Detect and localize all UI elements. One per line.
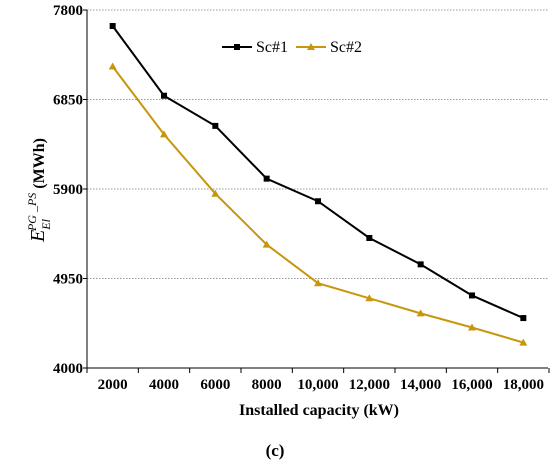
series-group bbox=[108, 23, 528, 346]
x-axis-label: Installed capacity (kW) bbox=[239, 402, 399, 419]
data-point bbox=[314, 279, 322, 287]
data-point bbox=[109, 23, 116, 30]
y-tick-label: 6850 bbox=[53, 93, 83, 109]
series-line bbox=[111, 65, 524, 344]
y-label-base: E bbox=[27, 230, 49, 243]
series-1 bbox=[109, 23, 527, 322]
data-point bbox=[263, 175, 270, 182]
legend-marker bbox=[234, 44, 240, 50]
grid-lines bbox=[87, 9, 548, 279]
legend: Sc#1 Sc#2 bbox=[222, 39, 362, 56]
data-point bbox=[417, 261, 424, 268]
y-tick-label: 5900 bbox=[53, 182, 83, 198]
legend-label: Sc#1 bbox=[256, 39, 288, 56]
y-tick-label: 4000 bbox=[53, 361, 83, 377]
y-tick-labels: 4000 4950 5900 6850 7800 bbox=[53, 3, 83, 377]
data-point bbox=[211, 189, 220, 197]
data-point bbox=[469, 292, 475, 299]
y-label-unit: (MWh) bbox=[31, 138, 48, 189]
svg-text:EElPG _PS(MWh): EElPG _PS (MWh) bbox=[25, 138, 53, 243]
y-label-sub: El bbox=[39, 218, 53, 230]
data-point bbox=[315, 198, 321, 205]
x-tick-label: 4000 bbox=[149, 377, 179, 393]
data-point bbox=[520, 315, 527, 322]
data-point bbox=[108, 62, 117, 70]
data-point bbox=[366, 234, 373, 241]
legend-item-2: Sc#2 bbox=[296, 39, 362, 56]
data-point bbox=[212, 122, 219, 129]
data-point bbox=[416, 309, 425, 317]
data-point bbox=[160, 130, 168, 138]
series-2 bbox=[108, 62, 528, 346]
x-tick-label: 6000 bbox=[200, 377, 230, 393]
legend-item-1: Sc#1 bbox=[222, 39, 288, 56]
x-tick-label: 12,000 bbox=[349, 377, 390, 393]
y-tick-label: 4950 bbox=[53, 272, 83, 288]
data-point bbox=[468, 323, 476, 331]
x-tick-label: 10,000 bbox=[297, 377, 338, 393]
legend-marker bbox=[307, 43, 315, 50]
x-tick-labels: 2000 4000 6000 8000 10,000 12,000 14,000 16,000… bbox=[98, 377, 544, 393]
y-label-sup: PG _PS bbox=[25, 193, 39, 232]
figure-caption: (c) bbox=[266, 441, 285, 460]
y-tick-label: 7800 bbox=[53, 3, 83, 19]
y-axis-label: EElPG _PS (MWh) bbox=[25, 138, 53, 243]
legend-label: Sc#2 bbox=[330, 39, 362, 56]
data-point bbox=[161, 92, 167, 99]
x-tick-label: 18,000 bbox=[503, 377, 544, 393]
data-point bbox=[519, 338, 528, 346]
x-tick-label: 8000 bbox=[252, 377, 282, 393]
series-line bbox=[111, 25, 524, 319]
axes bbox=[83, 9, 550, 373]
x-tick-label: 16,000 bbox=[451, 377, 492, 393]
x-tick-label: 14,000 bbox=[400, 377, 441, 393]
data-point bbox=[365, 294, 374, 302]
data-point bbox=[262, 240, 271, 248]
x-tick-label: 2000 bbox=[98, 377, 128, 393]
